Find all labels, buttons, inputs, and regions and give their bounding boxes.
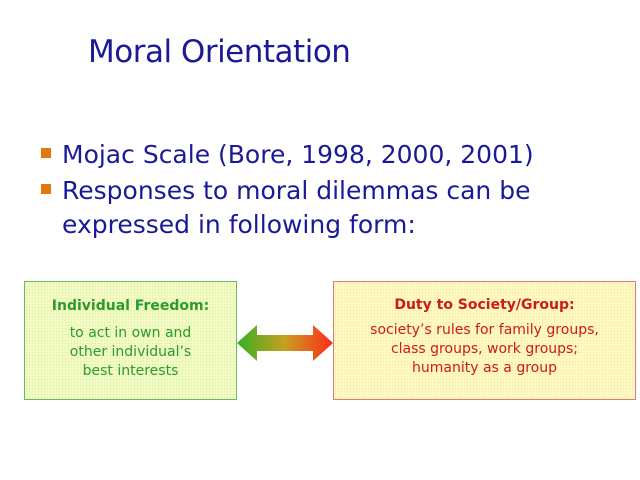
square-bullet-icon (41, 148, 51, 158)
bullet-text: Responses to moral dilemmas can be expre… (62, 176, 531, 239)
slide-title: Moral Orientation (88, 34, 351, 70)
bullet-item: Mojac Scale (Bore, 1998, 2000, 2001) (40, 138, 620, 172)
double-headed-arrow-icon (237, 325, 333, 361)
square-bullet-icon (41, 184, 51, 194)
description-line: best interests (82, 363, 179, 379)
duty-to-society-heading: Duty to Society/Group: (394, 297, 575, 313)
description-line: class groups, work groups; (390, 341, 579, 357)
description-line: to act in own and (69, 325, 192, 341)
bullet-item: Responses to moral dilemmas can be expre… (40, 174, 620, 242)
duty-to-society-description: society’s rules for family groups, class… (334, 321, 635, 378)
individual-freedom-description: to act in own and other individual’s bes… (25, 324, 236, 381)
bullet-list: Mojac Scale (Bore, 1998, 2000, 2001) Res… (40, 138, 620, 244)
duty-to-society-box: Duty to Society/Group: society’s rules f… (333, 281, 636, 400)
bullet-text: Mojac Scale (Bore, 1998, 2000, 2001) (62, 140, 534, 169)
description-line: society’s rules for family groups, (370, 322, 599, 338)
description-line: humanity as a group (412, 360, 557, 376)
individual-freedom-heading: Individual Freedom: (51, 298, 210, 314)
description-line: other individual’s (69, 344, 192, 360)
individual-freedom-box: Individual Freedom: to act in own and ot… (24, 281, 237, 400)
